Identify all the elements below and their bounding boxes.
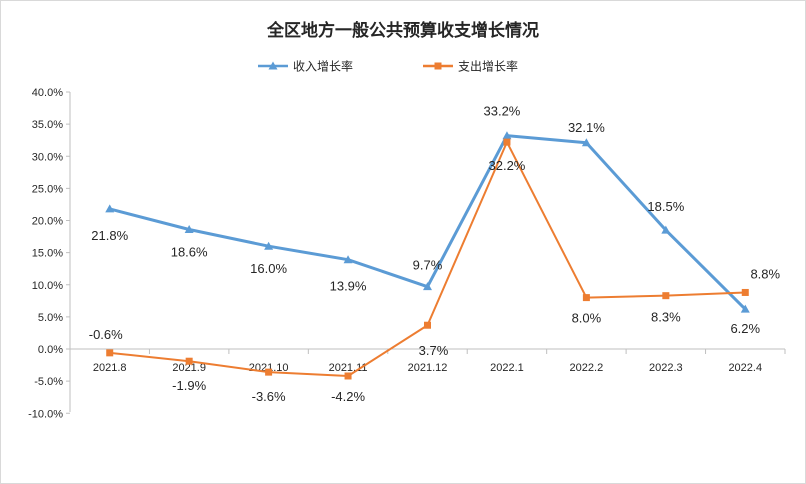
data-labels: 21.8% 18.6% 16.0% 13.9% 9.7% 33.2% 32.1% 18.5% 6… — [89, 104, 781, 404]
y-tick-label: -5.0% — [34, 376, 63, 388]
income-data-label: 18.5% — [647, 199, 684, 214]
legend-entry-label: 支出增长率 — [458, 59, 518, 74]
x-tick-label: 2022.2 — [570, 362, 604, 374]
expense-point — [424, 321, 431, 329]
y-tick-label: 25.0% — [32, 183, 63, 195]
legend-marker-square — [434, 62, 442, 70]
income-point — [184, 224, 194, 233]
x-tick-label: 2021.12 — [408, 362, 448, 374]
income-data-label: 32.1% — [568, 120, 605, 135]
income-point — [423, 282, 432, 291]
axes: -10.0% -5.0% 0.0% 5.0% 10.0% 15.0% 20.0% 25.0% 3… — [28, 87, 786, 420]
income-data-label: 16.0% — [250, 261, 287, 276]
income-point — [740, 304, 750, 313]
income-point — [264, 241, 274, 250]
income-data-label: 13.9% — [330, 279, 367, 294]
x-tick-label: 2022.3 — [649, 362, 683, 374]
x-tick-label: 2022.1 — [490, 362, 524, 374]
income-data-label: 33.2% — [484, 104, 521, 119]
x-tick-label: 2021.11 — [329, 362, 368, 374]
expense-point — [344, 372, 352, 380]
y-tick-label: 20.0% — [32, 216, 63, 228]
x-tick-label: 2021.8 — [93, 362, 127, 374]
income-data-label: 9.7% — [413, 258, 443, 273]
expense-point — [185, 357, 193, 365]
legend: 收入增长率 支出增长率 — [258, 59, 518, 74]
legend-marker-triangle — [268, 61, 278, 70]
x-tick-label: 2022.4 — [728, 362, 762, 374]
expense-data-label: -3.6% — [252, 389, 286, 404]
expense-point — [662, 292, 670, 300]
series-layer — [105, 131, 750, 380]
expense-data-label: 8.3% — [651, 310, 681, 325]
income-point — [661, 225, 671, 234]
y-tick-label: 10.0% — [32, 280, 63, 292]
income-point — [502, 131, 512, 140]
expense-data-label: -1.9% — [172, 378, 206, 393]
income-point — [581, 138, 591, 147]
expense-point — [265, 368, 273, 376]
y-tick-label: 0.0% — [38, 344, 63, 356]
y-tick-label: 35.0% — [32, 119, 63, 131]
expense-data-label: -4.2% — [331, 389, 365, 404]
income-data-label: 18.6% — [171, 244, 208, 259]
x-tick-label: 2021.9 — [172, 362, 206, 374]
expense-data-label: 8.8% — [750, 266, 780, 281]
y-tick-label: -10.0% — [28, 408, 63, 420]
income-point — [105, 204, 115, 213]
expense-point — [582, 294, 590, 302]
y-tick-label: 30.0% — [32, 151, 63, 163]
expense-point — [106, 349, 114, 357]
expense-point — [503, 138, 511, 146]
expense-data-label: 8.0% — [572, 311, 602, 326]
expense-data-label: 32.2% — [489, 158, 526, 173]
income-point — [343, 255, 353, 264]
y-tick-label: 15.0% — [32, 248, 63, 260]
income-data-label: 6.2% — [730, 321, 760, 336]
chart-title: 全区地方一般公共预算收支增长情况 — [266, 20, 539, 41]
y-tick-label: 40.0% — [32, 87, 63, 99]
expense-data-label: 3.7% — [419, 343, 449, 358]
y-tick-label: 5.0% — [38, 312, 63, 324]
expense-data-label: -0.6% — [89, 327, 123, 342]
legend-entry-label: 收入增长率 — [293, 59, 353, 74]
income-data-label: 21.8% — [91, 228, 128, 243]
expense-point — [741, 288, 749, 296]
